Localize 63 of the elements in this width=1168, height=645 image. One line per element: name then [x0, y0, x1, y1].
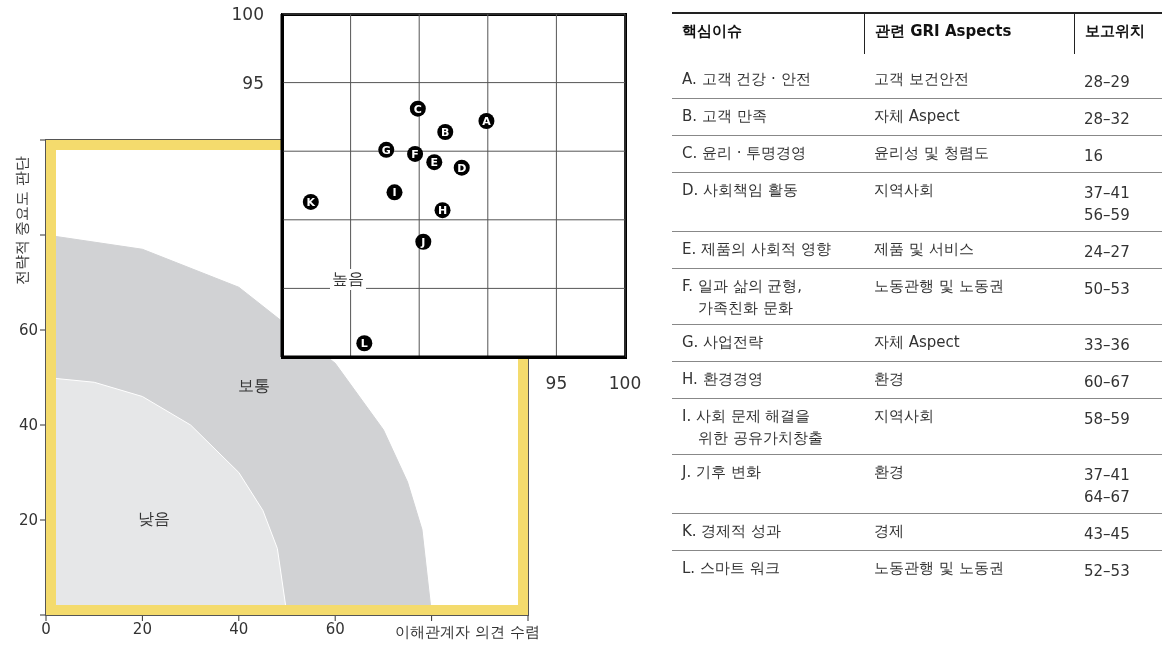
series-label: D [457, 161, 467, 175]
text: 지역사회 [874, 406, 935, 427]
text: 윤리성 및 청렴도 [874, 143, 990, 164]
text: 60–67 [1084, 372, 1131, 393]
text: 노동관행 및 노동권 [874, 558, 1005, 579]
text: 환경 [874, 462, 905, 483]
y-axis-title: 전략적 중요도 판단 [13, 155, 33, 285]
text: 43–45 [1084, 524, 1131, 545]
text: 제품 및 서비스 [874, 239, 975, 260]
series-label: G [381, 143, 391, 157]
text: 24–27 [1084, 242, 1131, 263]
text: F. 일과 삶의 균형, 가족친화 문화 [682, 276, 804, 319]
x-axis-title: 이해관계자 의견 수렴 [395, 623, 540, 642]
series-label: I [392, 186, 397, 200]
series-label: L [360, 337, 368, 351]
text: L. 스마트 워크 [682, 558, 781, 579]
series-label: E [430, 156, 439, 170]
x-tick-label: 20 [132, 619, 152, 638]
x-tick-label: 60 [325, 619, 345, 638]
text: J. 기후 변화 [682, 462, 762, 483]
x-tick-label: 0 [41, 619, 51, 638]
text: 28–32 [1084, 109, 1131, 130]
category-label: 관련 GRI Aspects [864, 14, 1074, 54]
series-label: 낮음 [137, 509, 172, 530]
text: 58–59 [1084, 409, 1131, 430]
y-tick-label: 20 [18, 511, 38, 530]
text: C. 윤리 · 투명경영 [682, 143, 808, 164]
text: G. 사업전략 [682, 332, 765, 353]
text: 자체 Aspect [874, 332, 961, 353]
text: A. 고객 건강 · 안전 [682, 69, 812, 90]
text: H. 환경경영 [682, 369, 764, 390]
series-label: H [437, 204, 448, 218]
text: I. 사회 문제 해결을 위한 공유가치창출 [682, 406, 824, 449]
series-label: F [411, 147, 419, 161]
y-tick-label: 60 [18, 321, 38, 340]
x-tick-label: 40 [229, 619, 249, 638]
text: K. 경제적 성과 [682, 521, 783, 542]
series-label: K [306, 195, 316, 209]
text: 16 [1084, 146, 1105, 167]
text: 37–41 56–59 [1084, 183, 1131, 226]
text: D. 사회책임 활동 [682, 180, 799, 201]
y-tick-label: 40 [18, 416, 38, 435]
text: 50–53 [1084, 279, 1131, 300]
text: B. 고객 만족 [682, 106, 768, 127]
category-label: 보고위치 [1074, 14, 1158, 54]
text: E. 제품의 사회적 영향 [682, 239, 832, 260]
series-label: J [420, 235, 426, 249]
series-label: 보통 [237, 376, 272, 397]
text: 28–29 [1084, 72, 1131, 93]
text: 자체 Aspect [874, 106, 961, 127]
text: 환경 [874, 369, 905, 390]
series-label: C [413, 102, 422, 116]
text: 노동관행 및 노동권 [874, 276, 1005, 297]
series-label: B [441, 125, 450, 139]
text: 고객 보건안전 [874, 69, 970, 90]
category-label: 핵심이슈 [681, 21, 743, 42]
text: 37–41 64–67 [1084, 465, 1131, 508]
series-label: A [482, 115, 492, 129]
text: 33–36 [1084, 335, 1131, 356]
annotation: 높음 [330, 269, 366, 290]
text: 52–53 [1084, 561, 1131, 582]
text: 경제 [874, 521, 905, 542]
text: 지역사회 [874, 180, 935, 201]
